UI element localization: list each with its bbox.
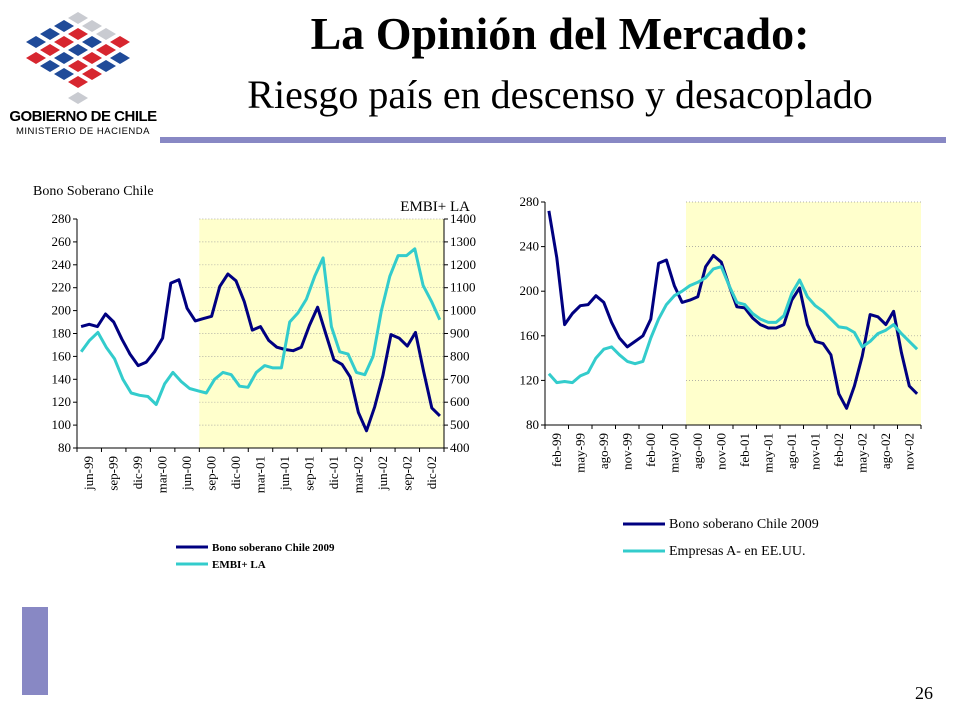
x-tick-label: feb-99: [549, 433, 564, 467]
y-tick-label: 280: [520, 194, 540, 209]
x-tick-label: dic-99: [130, 456, 145, 489]
y-axis-title-left: Bono Soberano Chile: [33, 184, 154, 199]
header-divider: [160, 137, 946, 143]
series-line-1: [80, 272, 441, 433]
x-tick-label: nov-00: [713, 433, 728, 470]
y-tick-label-right: 600: [450, 394, 470, 409]
y-tick-label-right: 400: [450, 440, 470, 455]
sidebar-accent-bar: [22, 607, 48, 695]
y-tick-label-right: 1100: [450, 280, 476, 295]
x-tick-label: dic-00: [228, 456, 243, 489]
y-tick-label: 240: [520, 239, 540, 254]
star-cube-logo-icon: [26, 12, 130, 104]
shaded-period: [686, 202, 921, 425]
x-tick-label: feb-01: [737, 433, 752, 467]
page-title: La Opinión del Mercado:: [310, 8, 810, 59]
x-tick-label: nov-01: [807, 433, 822, 470]
y-tick-label-right: 1200: [450, 257, 476, 272]
y-tick-label-right: 1000: [450, 303, 476, 318]
y-tick-label-right: 800: [450, 348, 470, 363]
y-tick-label: 100: [52, 417, 72, 432]
x-tick-label: feb-02: [831, 433, 846, 467]
series-line-2: [79, 247, 442, 406]
y-tick-label-right: 1400: [450, 211, 476, 226]
x-tick-label: nov-99: [619, 433, 634, 470]
x-tick-label: sep-01: [301, 456, 316, 491]
legend-label: Empresas A- en EE.UU.: [669, 544, 805, 559]
x-tick-label: feb-00: [643, 433, 658, 467]
x-tick-label: dic-02: [424, 456, 439, 489]
y-tick-label: 80: [526, 417, 539, 432]
y-tick-label: 180: [52, 326, 72, 341]
series-line-2: [547, 265, 919, 385]
x-tick-label: dic-01: [326, 456, 341, 489]
y-tick-label: 140: [52, 371, 72, 386]
legend-label: Bono soberano Chile 2009: [669, 517, 819, 532]
y-tick-label-right: 1300: [450, 234, 476, 249]
page-number: 26: [915, 683, 933, 703]
y-tick-label: 120: [52, 394, 72, 409]
y-tick-label: 260: [52, 234, 72, 249]
x-tick-label: jun-01: [277, 456, 292, 491]
x-tick-label: ago-01: [784, 433, 799, 469]
x-tick-label: mar-02: [350, 456, 365, 493]
y-tick-label: 200: [52, 303, 72, 318]
y-axis-title-right: EMBI+ LA: [400, 199, 470, 215]
y-tick-label-right: 700: [450, 371, 470, 386]
x-tick-label: may-02: [854, 433, 869, 473]
x-tick-label: nov-02: [901, 433, 916, 470]
x-tick-label: sep-00: [204, 456, 219, 491]
x-tick-label: ago-02: [878, 433, 893, 469]
x-tick-label: mar-00: [155, 456, 170, 493]
logo-line2: MINISTERIO DE HACIENDA: [16, 126, 150, 137]
y-tick-label: 160: [52, 348, 72, 363]
y-tick-label-right: 900: [450, 326, 470, 341]
shaded-period: [199, 219, 444, 448]
x-tick-label: jun-02: [375, 456, 390, 491]
x-tick-label: ago-99: [596, 433, 611, 469]
x-tick-label: ago-00: [690, 433, 705, 469]
y-tick-label: 240: [52, 257, 72, 272]
y-tick-label-right: 500: [450, 417, 470, 432]
x-tick-label: sep-99: [106, 456, 121, 491]
x-tick-label: mar-01: [253, 456, 268, 493]
y-tick-label: 220: [52, 280, 72, 295]
x-tick-label: may-00: [666, 433, 681, 473]
x-tick-label: jun-99: [81, 456, 96, 491]
page-subtitle: Riesgo país en descenso y desacoplado: [247, 72, 873, 117]
y-tick-label: 160: [520, 328, 540, 343]
legend-label: EMBI+ LA: [212, 559, 266, 571]
x-tick-label: may-99: [572, 433, 587, 473]
legend-label: Bono soberano Chile 2009: [212, 542, 335, 554]
y-tick-label: 120: [520, 372, 540, 387]
x-tick-label: sep-02: [399, 456, 414, 491]
x-tick-label: jun-00: [179, 456, 194, 491]
logo-line1: GOBIERNO DE CHILE: [9, 108, 157, 125]
y-tick-label: 200: [520, 283, 540, 298]
y-tick-label: 280: [52, 211, 72, 226]
x-tick-label: may-01: [760, 433, 775, 473]
y-tick-label: 80: [58, 440, 71, 455]
